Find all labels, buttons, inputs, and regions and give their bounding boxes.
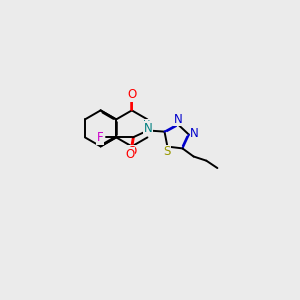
Text: O: O bbox=[128, 146, 137, 158]
Text: N: N bbox=[143, 122, 152, 135]
Text: O: O bbox=[125, 148, 134, 160]
Text: H: H bbox=[143, 120, 151, 130]
Text: F: F bbox=[97, 131, 104, 144]
Text: S: S bbox=[163, 146, 170, 158]
Text: N: N bbox=[190, 127, 199, 140]
Text: N: N bbox=[173, 113, 182, 126]
Text: O: O bbox=[127, 88, 136, 101]
